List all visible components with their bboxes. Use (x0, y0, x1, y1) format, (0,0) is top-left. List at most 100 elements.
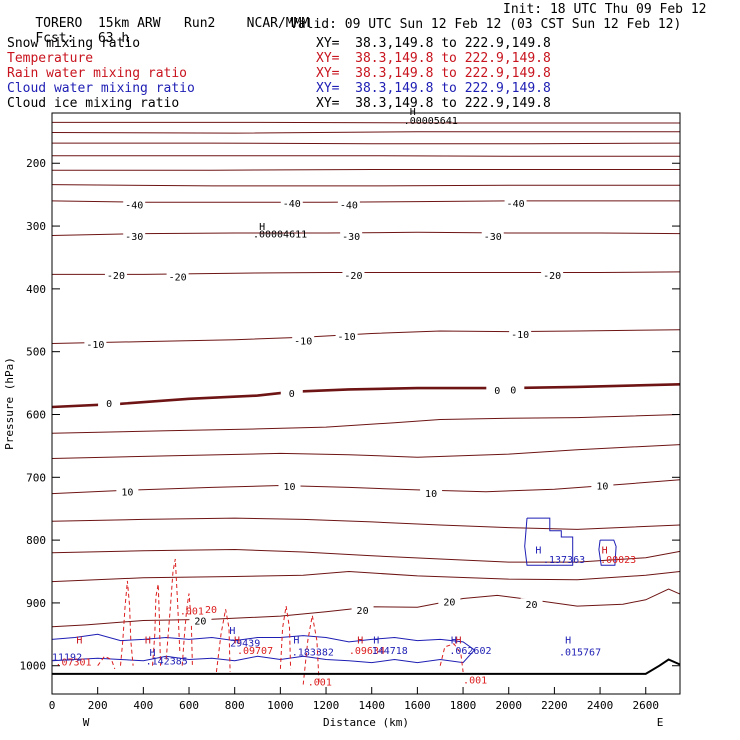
rain-water-contour (279, 606, 292, 669)
contour-layer (51, 121, 681, 685)
west-label: W (83, 716, 90, 729)
isotherm-label-bg (104, 269, 127, 281)
maximum-marker: H (602, 546, 608, 557)
isotherm-line (51, 200, 680, 203)
y-tick-label: 900 (26, 597, 46, 610)
isotherm-line (51, 184, 680, 187)
isotherm-line (51, 444, 681, 459)
x-tick-label: 800 (225, 699, 245, 712)
isotherm-line (52, 121, 680, 124)
isotherm-label-bg (342, 269, 365, 281)
isotherm-line (52, 155, 680, 157)
isotherm-label: -20 (169, 272, 187, 283)
forecast-hour: Fcst: 63 h (4, 18, 129, 60)
isotherm-label-bg (591, 479, 614, 491)
y-tick-label: 800 (26, 534, 46, 547)
rain-water-contour (97, 655, 116, 670)
maximum-marker: H (76, 635, 82, 646)
isotherm-label-bg (292, 334, 315, 346)
maximum-marker: H (451, 635, 457, 646)
x-tick-label: 600 (179, 699, 199, 712)
isotherm-label-bg (438, 595, 461, 607)
isotherm-label-bg (189, 614, 212, 626)
isotherm-label-bg (420, 487, 443, 499)
isotherm-label: -30 (484, 232, 502, 243)
maximum-marker: H (145, 635, 151, 646)
east-label: E (657, 716, 664, 729)
isotherm-label-bg (278, 480, 301, 492)
x-tick-label: 200 (88, 699, 108, 712)
cloud-water-value-label: .142385 (146, 657, 188, 668)
header-model: TORERO 15km ARW Run2 NCAR/MMM (4, 3, 309, 45)
isotherm-label: 10 (596, 481, 608, 492)
model-name: TORERO (35, 16, 83, 31)
x-axis-label: Distance (km) (323, 716, 409, 729)
cloud-water-value-label: 11192 (52, 652, 82, 663)
y-tick-label: 1000 (20, 660, 47, 673)
isotherm-label: -40 (507, 199, 525, 210)
isotherm-line (51, 479, 681, 495)
x-tick-label: 1200 (313, 699, 340, 712)
isotherm-label: 20 (357, 606, 369, 617)
cloud-water-value-label: 29439 (230, 638, 260, 649)
maximum-marker: H (373, 635, 379, 646)
cloud-water-value-label: .137363 (543, 555, 585, 566)
isotherm-line (51, 548, 681, 563)
legend-field-xy: XY= 38.3,149.8 to 222.9,149.8 (316, 51, 551, 66)
maximum-marker: H (535, 546, 541, 557)
terrain-line (52, 658, 681, 675)
maximum-marker: H (410, 107, 416, 118)
isotherm-label: -20 (107, 271, 125, 282)
rain-value-label: .09634 (349, 646, 385, 657)
isotherm-label: -10 (511, 330, 529, 341)
isotherm-label: -10 (86, 340, 104, 351)
isotherm-label: 10 (121, 488, 133, 499)
rain-value-label: .001 (308, 677, 332, 688)
isotherm-line (52, 169, 680, 171)
y-axis-label: Pressure (hPa) (3, 357, 16, 450)
isotherm-line (51, 383, 681, 409)
cloud-water-contour (598, 539, 617, 566)
isotherm-label-bg (340, 230, 363, 242)
isotherm-label-bg (504, 196, 527, 208)
x-tick-label: 1800 (450, 699, 477, 712)
maximum-marker: H (229, 626, 235, 637)
legend-field-xy: XY= 38.3,149.8 to 222.9,149.8 (316, 96, 551, 111)
isotherm-label: -40 (340, 201, 358, 212)
rain-value-label: .09707 (237, 646, 273, 657)
x-tick-label: 2400 (587, 699, 614, 712)
maximum-marker: H (234, 635, 240, 646)
isotherm-line (51, 231, 681, 236)
isotherm-line (51, 570, 681, 583)
isotherm-label-bg (123, 230, 146, 242)
fcst-value: 63 h (97, 31, 130, 46)
x-tick-label: 400 (133, 699, 153, 712)
cloud-water-contour (524, 517, 574, 566)
isotherm-label: -30 (125, 232, 143, 243)
x-tick-label: 1600 (404, 699, 431, 712)
legend-field-xy: XY= 38.3,149.8 to 222.9,149.8 (316, 81, 551, 96)
maximum-marker: H (149, 648, 155, 659)
isotherm-label-bg (335, 329, 358, 341)
isotherm-label-bg (481, 230, 504, 242)
isotherm-label: -10 (338, 332, 356, 343)
axes-layer (51, 112, 681, 695)
isotherm-label: -30 (342, 232, 360, 243)
isotherm-label-bg (123, 198, 146, 210)
cloud-water-value-label: .015767 (559, 647, 601, 658)
y-tick-label: 200 (26, 157, 46, 170)
rain-water-contour (152, 584, 161, 666)
isotherm-label-bg (351, 603, 374, 615)
rain-water-contour (302, 615, 320, 685)
isotherm-label-bg (116, 485, 139, 497)
cloud-water-value-label: .183382 (292, 647, 334, 658)
legend-field-name: Snow mixing ratio (7, 36, 141, 51)
isotherm-line (52, 142, 681, 145)
isotherm-label: -20 (344, 271, 362, 282)
isotherm-label: -20 (543, 271, 561, 282)
isotherm-label: 0 (494, 386, 500, 397)
isotherm-line (51, 414, 681, 434)
isotherm-label-bg (520, 598, 543, 610)
